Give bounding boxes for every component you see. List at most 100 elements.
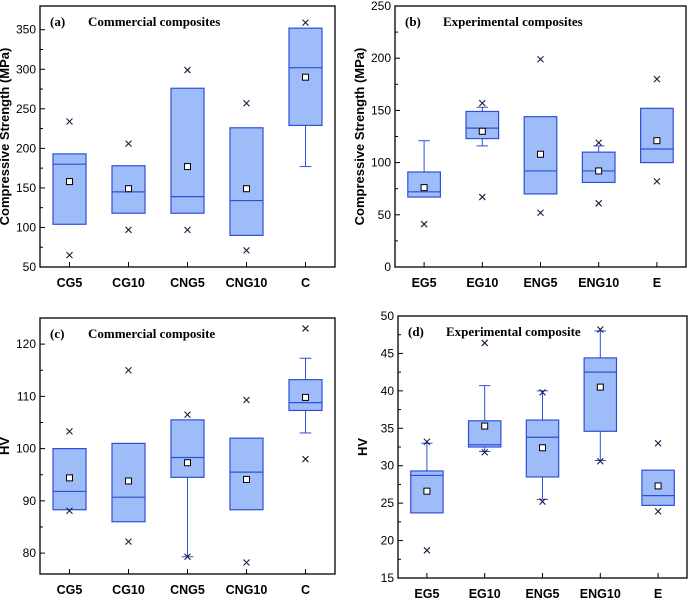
box-c bbox=[288, 19, 323, 168]
mean-marker bbox=[66, 178, 73, 186]
y-tick-label: 30 bbox=[381, 459, 395, 473]
outlier-marker bbox=[654, 439, 662, 447]
y-tick-label: 20 bbox=[381, 534, 395, 548]
y-tick-label: 250 bbox=[16, 102, 36, 116]
iqr-box bbox=[229, 127, 264, 236]
iqr-box bbox=[467, 420, 502, 448]
outlier-marker bbox=[243, 99, 250, 107]
outlier-marker bbox=[653, 178, 661, 185]
mean-marker bbox=[539, 444, 546, 452]
y-tick-label: 250 bbox=[371, 0, 391, 13]
outlier-marker bbox=[184, 66, 191, 74]
x-tick-label: CG5 bbox=[57, 276, 83, 290]
box-eng5 bbox=[523, 55, 558, 217]
y-tick-label: 200 bbox=[16, 141, 36, 155]
outlier-marker bbox=[537, 55, 544, 63]
y-tick-label: 25 bbox=[381, 496, 395, 510]
panel-title: Commercial composites bbox=[88, 14, 220, 29]
panel-a: 50 100 150 200 250 300 350 Compressive Strength… bbox=[0, 5, 336, 290]
x-tick-label: ENG5 bbox=[523, 276, 557, 290]
mean-marker bbox=[478, 127, 486, 135]
y-tick-label: 50 bbox=[378, 208, 392, 222]
outlier-marker bbox=[423, 438, 431, 446]
x-tick-label: C bbox=[301, 583, 310, 597]
box-cng5 bbox=[170, 66, 205, 234]
panel-b: 0 50 100 150 200 250 Compressive Strength (MPa… bbox=[352, 0, 687, 290]
mean-marker bbox=[420, 184, 428, 192]
box-cng10 bbox=[229, 396, 264, 566]
outlier-marker bbox=[595, 139, 603, 147]
mean-marker bbox=[423, 487, 431, 495]
mean-marker bbox=[596, 383, 604, 391]
iqr-box bbox=[229, 437, 264, 511]
outlier-marker bbox=[539, 388, 546, 396]
iqr-box bbox=[410, 470, 444, 514]
box-cg10 bbox=[111, 366, 146, 545]
y-axis-label: Compressive Strength (MPa) bbox=[352, 48, 367, 226]
y-tick-label: 45 bbox=[381, 346, 395, 360]
x-tick-label: CNG5 bbox=[170, 583, 205, 597]
y-tick-label: 150 bbox=[16, 181, 36, 195]
panel-label: (c) bbox=[50, 326, 64, 341]
box-e bbox=[641, 439, 675, 515]
outlier-marker bbox=[653, 75, 661, 83]
outlier-marker bbox=[539, 498, 546, 506]
outlier-marker bbox=[478, 193, 486, 201]
panel-title: Commercial composite bbox=[88, 326, 215, 341]
y-tick-label: 100 bbox=[16, 442, 36, 456]
x-tick-label: EG5 bbox=[412, 276, 437, 290]
outlier-marker bbox=[184, 553, 191, 561]
panel-title: Experimental composites bbox=[443, 14, 583, 29]
iqr-box bbox=[583, 357, 618, 432]
y-tick-label: 100 bbox=[16, 220, 36, 234]
mean-marker bbox=[481, 422, 489, 430]
x-tick-label: CNG5 bbox=[170, 276, 205, 290]
y-tick-label: 300 bbox=[16, 62, 36, 76]
y-tick-label: 35 bbox=[381, 421, 395, 435]
box-eg5 bbox=[410, 438, 444, 554]
mean-marker bbox=[184, 163, 191, 171]
x-tick-label: C bbox=[301, 276, 310, 290]
x-tick-label: EG10 bbox=[469, 587, 501, 598]
y-axis-label: HV bbox=[355, 438, 370, 456]
box-cng5 bbox=[170, 411, 205, 561]
box-e bbox=[640, 75, 674, 185]
outlier-marker bbox=[302, 455, 309, 463]
x-tick-label: CNG10 bbox=[226, 583, 268, 597]
outlier-marker bbox=[478, 99, 486, 107]
y-axis-label: HV bbox=[0, 437, 12, 455]
box-cg10 bbox=[111, 140, 146, 234]
outlier-marker bbox=[423, 546, 431, 554]
box-eng5 bbox=[525, 388, 560, 506]
outlier-marker bbox=[481, 339, 489, 347]
mean-marker bbox=[243, 185, 250, 193]
outlier-marker bbox=[66, 507, 73, 515]
panel-title: Experimental composite bbox=[446, 324, 581, 339]
x-tick-label: CG10 bbox=[112, 276, 145, 290]
outlier-marker bbox=[125, 226, 132, 234]
mean-marker bbox=[66, 474, 73, 482]
x-tick-label: CNG10 bbox=[226, 276, 268, 290]
mean-marker bbox=[653, 137, 661, 145]
box-cg5 bbox=[52, 427, 87, 515]
x-tick-label: ENG10 bbox=[578, 276, 619, 290]
panel-label: (a) bbox=[50, 14, 65, 29]
y-tick-label: 0 bbox=[384, 260, 391, 274]
panel-d: 15 20 25 30 35 40 45 50 HV (d) Experimental compos… bbox=[355, 309, 688, 598]
outlier-marker bbox=[184, 411, 191, 419]
y-axis-label: Compressive Strength (MPa) bbox=[0, 48, 12, 226]
mean-marker bbox=[125, 185, 132, 193]
y-tick-label: 350 bbox=[16, 23, 36, 37]
mean-marker bbox=[243, 475, 250, 483]
outlier-marker bbox=[184, 226, 191, 234]
outlier-marker bbox=[243, 396, 250, 404]
outlier-marker bbox=[302, 325, 309, 332]
y-tick-label: 100 bbox=[371, 156, 391, 170]
outlier-marker bbox=[302, 19, 309, 26]
y-tick-label: 120 bbox=[16, 337, 36, 351]
panel-c: 80 90 100 110 120 HV (c) Commercial composite CG… bbox=[0, 317, 336, 597]
outlier-marker bbox=[66, 427, 73, 435]
iqr-box bbox=[581, 151, 616, 184]
y-tick-label: 80 bbox=[23, 546, 37, 560]
